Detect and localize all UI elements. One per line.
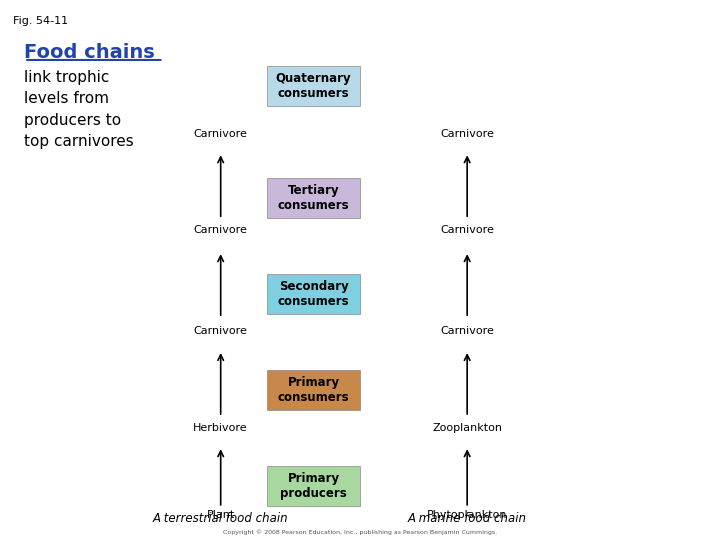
Text: Copyright © 2008 Pearson Education, Inc., publishing as Pearson Benjamin Cumming: Copyright © 2008 Pearson Education, Inc.… <box>223 529 497 535</box>
Text: Tertiary
consumers: Tertiary consumers <box>278 184 349 212</box>
Text: link trophic
levels from
producers to
top carnivores: link trophic levels from producers to to… <box>24 70 134 150</box>
Text: Food chains: Food chains <box>24 43 155 62</box>
Text: Zooplankton: Zooplankton <box>432 423 502 433</box>
Text: Carnivore: Carnivore <box>194 225 248 235</box>
Text: Carnivore: Carnivore <box>440 225 494 235</box>
Text: A marine food chain: A marine food chain <box>408 512 526 525</box>
Bar <box>267 65 360 106</box>
Text: Herbivore: Herbivore <box>194 423 248 433</box>
Text: Fig. 54-11: Fig. 54-11 <box>14 16 68 26</box>
Text: Carnivore: Carnivore <box>440 129 494 139</box>
Text: A terrestrial food chain: A terrestrial food chain <box>153 512 289 525</box>
Text: Plant: Plant <box>207 510 235 520</box>
Text: Primary
consumers: Primary consumers <box>278 376 349 404</box>
Text: Carnivore: Carnivore <box>194 129 248 139</box>
Bar <box>267 178 360 218</box>
Text: Quaternary
consumers: Quaternary consumers <box>276 72 351 99</box>
Bar <box>267 370 360 410</box>
Bar <box>267 274 360 314</box>
Text: Carnivore: Carnivore <box>194 327 248 336</box>
Bar <box>267 467 360 507</box>
Text: Primary
producers: Primary producers <box>280 472 347 501</box>
Text: Carnivore: Carnivore <box>440 327 494 336</box>
Text: Phytoplankton: Phytoplankton <box>427 510 508 520</box>
Text: Secondary
consumers: Secondary consumers <box>278 280 349 308</box>
